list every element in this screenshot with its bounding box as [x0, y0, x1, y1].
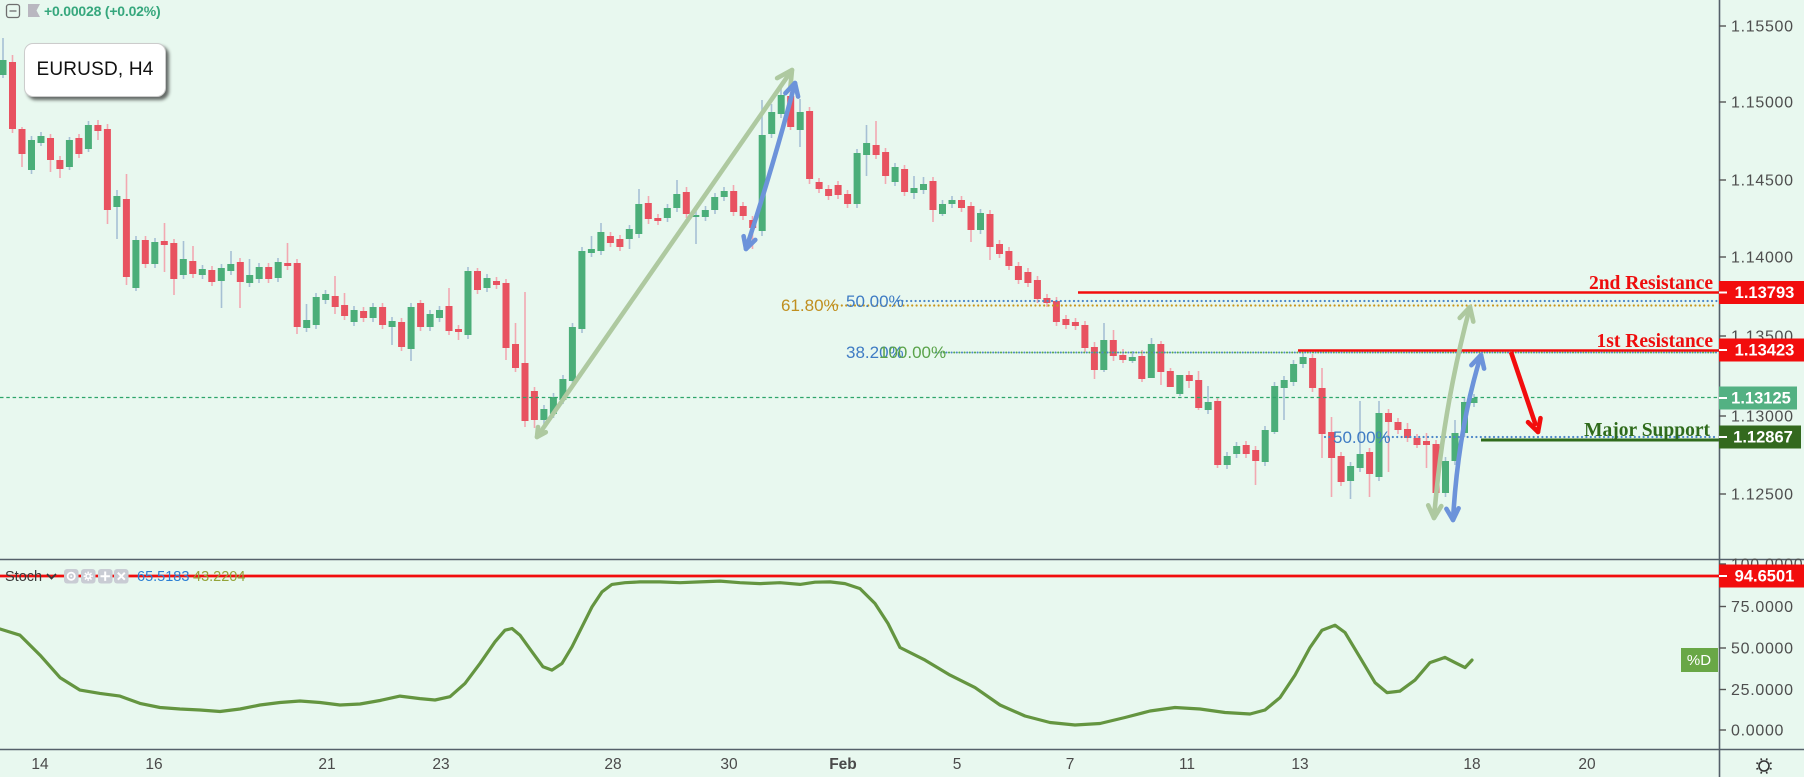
svg-text:5: 5 — [953, 756, 962, 773]
svg-text:25.0000: 25.0000 — [1731, 682, 1794, 699]
svg-text:1.13125: 1.13125 — [1731, 390, 1791, 408]
svg-text:16: 16 — [145, 756, 162, 773]
svg-text:Major Support: Major Support — [1584, 420, 1710, 441]
svg-text:18: 18 — [1463, 756, 1480, 773]
svg-text:1st Resistance: 1st Resistance — [1597, 331, 1714, 352]
svg-text:0.0000: 0.0000 — [1731, 723, 1784, 740]
svg-text:1.12500: 1.12500 — [1731, 487, 1794, 504]
svg-text:11: 11 — [1179, 756, 1195, 773]
svg-text:75.0000: 75.0000 — [1731, 599, 1794, 616]
svg-text:20: 20 — [1578, 756, 1596, 773]
svg-text:1.15000: 1.15000 — [1731, 95, 1794, 112]
svg-text:61.80%: 61.80% — [781, 296, 839, 315]
svg-text:50.00%: 50.00% — [846, 292, 904, 311]
svg-text:23: 23 — [432, 756, 449, 773]
svg-text:21: 21 — [318, 756, 335, 773]
svg-text:%D: %D — [1687, 652, 1711, 669]
svg-text:43.2204: 43.2204 — [193, 569, 245, 585]
svg-text:1.12867: 1.12867 — [1733, 429, 1793, 447]
svg-text:1.13000: 1.13000 — [1731, 409, 1794, 426]
svg-text:+0.00028 (+0.02%): +0.00028 (+0.02%) — [44, 3, 160, 19]
svg-text:28: 28 — [604, 756, 621, 773]
svg-text:65.5183: 65.5183 — [137, 569, 189, 585]
svg-text:1.13793: 1.13793 — [1735, 284, 1795, 302]
svg-text:30: 30 — [720, 756, 738, 773]
svg-text:7: 7 — [1066, 756, 1075, 773]
svg-text:94.6501: 94.6501 — [1735, 568, 1795, 586]
svg-text:1.13423: 1.13423 — [1735, 342, 1795, 360]
svg-text:50.0000: 50.0000 — [1731, 641, 1794, 658]
svg-text:Feb: Feb — [829, 756, 857, 773]
svg-text:1.14000: 1.14000 — [1731, 250, 1794, 267]
svg-text:1.14500: 1.14500 — [1731, 173, 1794, 190]
svg-text:13: 13 — [1291, 756, 1308, 773]
svg-text:2nd Resistance: 2nd Resistance — [1589, 273, 1713, 294]
svg-text:50.00%: 50.00% — [1333, 428, 1391, 447]
svg-text:38.20%: 38.20% — [846, 343, 904, 362]
svg-text:Stoch: Stoch — [5, 569, 42, 585]
svg-text:14: 14 — [31, 756, 49, 773]
svg-text:1.15500: 1.15500 — [1731, 19, 1794, 36]
svg-text:100.00%: 100.00% — [879, 343, 946, 362]
